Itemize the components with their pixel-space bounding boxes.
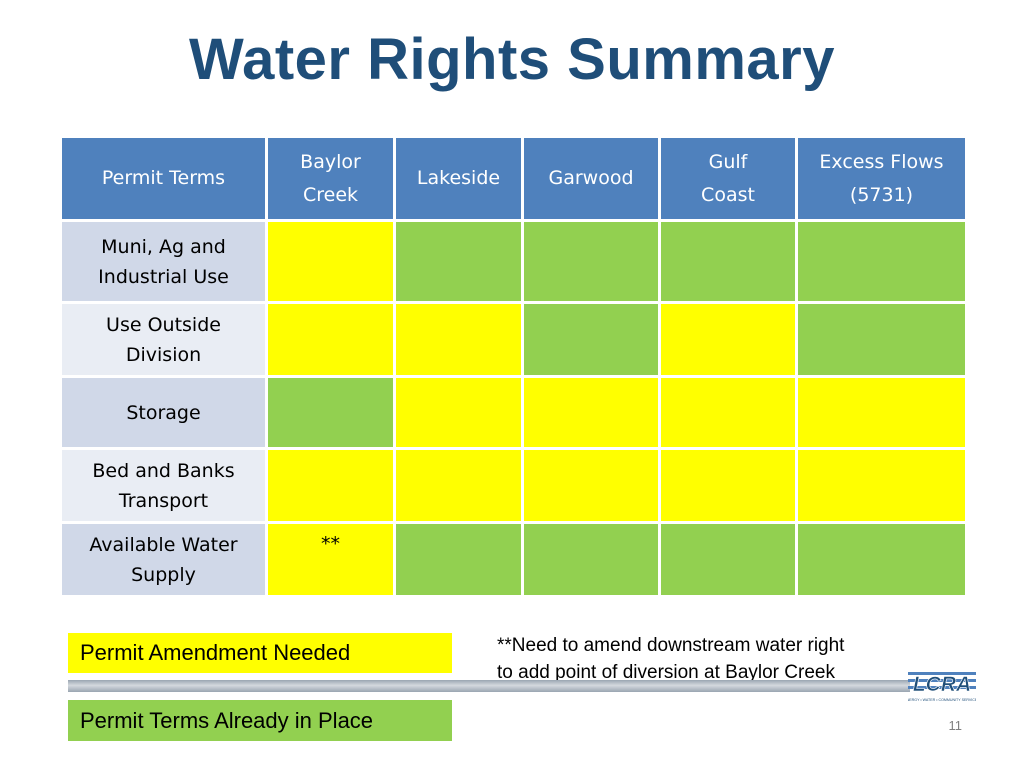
footer-divider-bar [68,680,910,692]
status-cell-already-in-place [521,219,661,304]
row-label: Bed and Banks Transport [59,447,268,524]
column-header: Garwood [521,135,661,222]
status-cell-already-in-place [521,521,661,598]
logo-text: LCRA [913,673,971,696]
row-label: Available Water Supply [59,521,268,598]
status-cell-amendment-needed [658,375,798,450]
column-header: Gulf Coast [658,135,798,222]
column-header-text: Creek [302,183,359,206]
row-label-text: Division [125,343,202,366]
column-header-text: Garwood [548,167,634,189]
status-cell-already-in-place [393,219,524,304]
footnote-line: **Need to amend downstream water right [497,635,845,656]
column-header-text: Excess Flows [819,150,944,173]
legend-terms-in-place: Permit Terms Already in Place [68,700,452,741]
status-cell-amendment-needed [521,447,661,524]
status-cell-amendment-needed [795,447,968,524]
column-header-text: Gulf [708,150,748,173]
table-row: Muni, Ag and Industrial Use [59,219,968,304]
row-label-text: Muni, Ag and [101,235,226,258]
status-cell-amendment-needed [393,301,524,378]
row-label-text: Available Water [89,533,238,556]
status-cell-already-in-place [658,521,798,598]
column-header: Excess Flows (5731) [795,135,968,222]
status-cell-already-in-place [795,219,968,304]
status-cell-amendment-needed [265,301,396,378]
row-label: Storage [59,375,268,450]
row-label-text: Use Outside [106,313,221,336]
table-body: Muni, Ag and Industrial Use Use Outside Div… [59,219,968,598]
status-cell-already-in-place [393,521,524,598]
status-cell-already-in-place [265,375,396,450]
status-cell-amendment-needed [658,447,798,524]
column-header-text: Lakeside [416,167,501,189]
table-header-row: Permit Terms Baylor Creek Lakeside Garwood Gu… [59,135,968,222]
status-cell-amendment-needed: ** [265,521,396,598]
table-row: Available Water Supply ** [59,521,968,598]
status-cell-amendment-needed [521,375,661,450]
status-cell-already-in-place [521,301,661,378]
status-cell-already-in-place [658,219,798,304]
column-header-text: Permit Terms [101,167,226,189]
row-label: Use Outside Division [59,301,268,378]
status-cell-amendment-needed [265,447,396,524]
table-row: Storage [59,375,968,450]
legend-amendment-needed: Permit Amendment Needed [68,633,452,673]
status-cell-amendment-needed [393,375,524,450]
status-cell-amendment-needed [265,219,396,304]
column-header-permit-terms: Permit Terms [59,135,268,222]
row-label-text: Bed and Banks [92,459,235,482]
footnote-line: to add point of diversion at Baylor Cree… [497,662,835,683]
status-cell-already-in-place [795,301,968,378]
status-cell-amendment-needed [795,375,968,450]
row-label-text: Industrial Use [98,265,229,288]
column-header: Baylor Creek [265,135,396,222]
page-number: 11 [948,718,963,733]
row-label-text: Supply [131,563,196,586]
table-row: Use Outside Division [59,301,968,378]
column-header-text: (5731) [849,183,914,206]
svg-text:ENERGY • WATER • COMMUNITY SER: ENERGY • WATER • COMMUNITY SERVICES [908,698,976,702]
footnote: **Need to amend downstream water right t… [497,632,927,686]
water-rights-table: Permit Terms Baylor Creek Lakeside Garwood Gu… [59,135,968,598]
lcra-logo: LCRA ENERGY • WATER • COMMUNITY SERVICES [908,672,976,702]
row-label: Muni, Ag and Industrial Use [59,219,268,304]
table-row: Bed and Banks Transport [59,447,968,524]
status-cell-amendment-needed [658,301,798,378]
column-header-text: Baylor [300,150,361,173]
column-header-text: Coast [701,183,755,206]
row-label-text: Transport [118,489,209,512]
status-cell-amendment-needed [393,447,524,524]
row-label-text: Storage [126,401,201,424]
column-header: Lakeside [393,135,524,222]
page-title: Water Rights Summary [189,27,835,92]
status-cell-already-in-place [795,521,968,598]
